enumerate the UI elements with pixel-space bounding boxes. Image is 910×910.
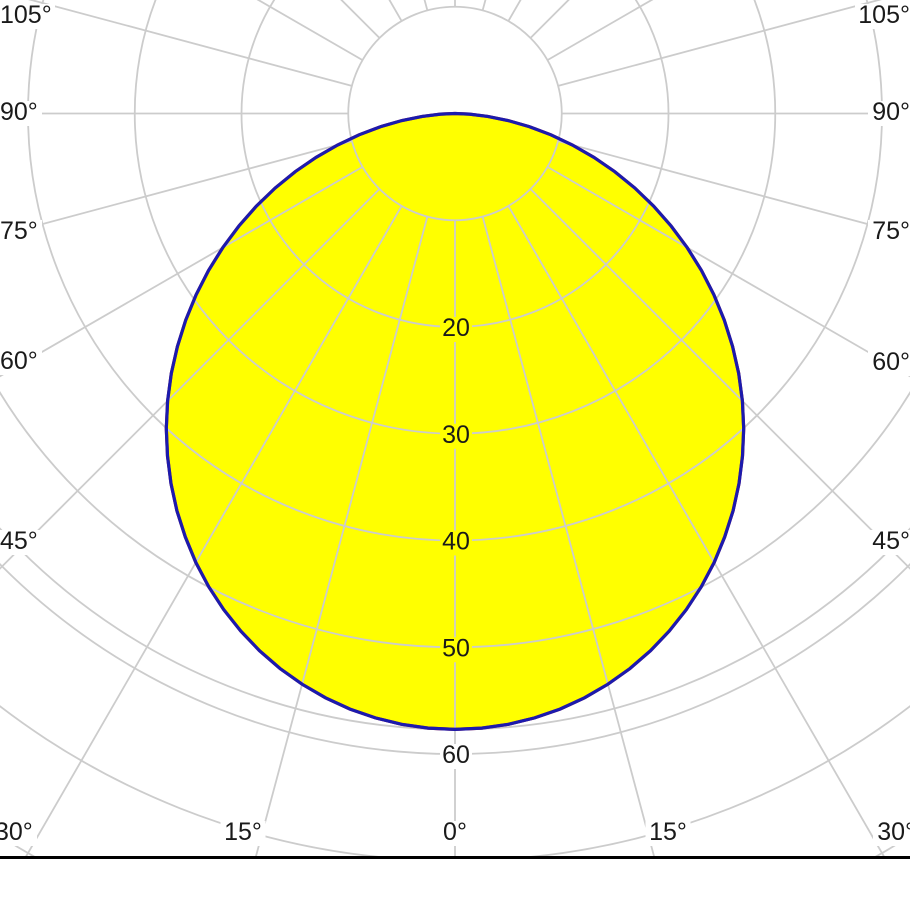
- radial-tick-label-halo: [440, 637, 472, 663]
- angle-label: 90°: [0, 98, 38, 126]
- angle-label-halo: [855, 4, 910, 29]
- grid-spoke: [507, 0, 522, 22]
- radial-tick-label-halo: [440, 317, 472, 342]
- grid-spoke: [340, 0, 381, 39]
- grid-spoke: [557, 140, 910, 237]
- angle-label: 75°: [872, 217, 910, 245]
- grid-spoke: [529, 0, 570, 39]
- radial-tick-label: 40: [442, 528, 470, 556]
- angle-label: 60°: [872, 348, 910, 376]
- angle-label-halo: [0, 220, 42, 245]
- radial-tick-label-halo: [440, 530, 472, 556]
- grid-spoke: [546, 166, 910, 378]
- angle-label: 15°: [224, 818, 262, 846]
- grid-spoke: [507, 205, 886, 857]
- grid-spoke: [24, 205, 403, 857]
- grid-spoke: [388, 0, 403, 22]
- angle-label-halo: [868, 220, 910, 245]
- angle-label: 45°: [0, 527, 38, 555]
- angle-label-halo: [439, 821, 471, 846]
- angle-label-halo: [868, 101, 910, 126]
- grid-spoke: [423, 0, 429, 11]
- radial-tick-label: 50: [442, 634, 470, 662]
- radial-tick-label: 60: [442, 741, 470, 769]
- angle-label-halo: [868, 530, 910, 555]
- angle-label-halo: [220, 821, 266, 846]
- radial-tick-label: 30: [442, 421, 470, 449]
- chart-footer: cd C0 - C180 C90 - C270: [0, 859, 910, 910]
- angle-label: 90°: [872, 98, 910, 126]
- angle-label: 60°: [0, 347, 38, 375]
- angle-label-halo: [868, 351, 910, 376]
- angle-label-halo: [0, 821, 37, 846]
- angle-label-halo: [0, 101, 42, 126]
- angle-label: 15°: [649, 818, 687, 846]
- polar-chart: 105° 90° 75° 60° 45° 30° 15° 0° 15° 30° 45° 60° 75° 9…: [0, 0, 910, 857]
- radial-tick-label: 20: [442, 314, 470, 342]
- angle-label: 75°: [0, 217, 38, 245]
- angle-label-halo: [645, 821, 691, 846]
- grid-spoke: [529, 188, 910, 570]
- grid-spoke: [0, 140, 353, 237]
- angle-label-halo: [873, 821, 910, 846]
- angle-label-halo: [0, 4, 55, 29]
- angle-label-halo: [0, 350, 42, 375]
- grid-spoke: [27, 0, 353, 87]
- grid-spoke: [0, 166, 364, 378]
- grid-spoke: [481, 0, 487, 11]
- radial-tick-label-halo: [440, 744, 472, 769]
- chart-footer-divider: [0, 856, 910, 859]
- angle-label: 30°: [0, 818, 33, 846]
- grid-spoke: [254, 216, 429, 857]
- curve-c90-c270: [164, 111, 746, 732]
- angle-label: 30°: [877, 818, 910, 846]
- angle-label: 105°: [0, 1, 52, 29]
- angle-label: 0°: [443, 818, 467, 846]
- grid-spoke: [0, 188, 381, 570]
- angle-label-halo: [0, 530, 42, 555]
- grid-spoke: [557, 0, 883, 87]
- grid-spoke: [481, 216, 656, 857]
- angle-label: 45°: [872, 527, 910, 555]
- radial-tick-label-halo: [440, 423, 472, 449]
- angle-label: 105°: [858, 1, 910, 29]
